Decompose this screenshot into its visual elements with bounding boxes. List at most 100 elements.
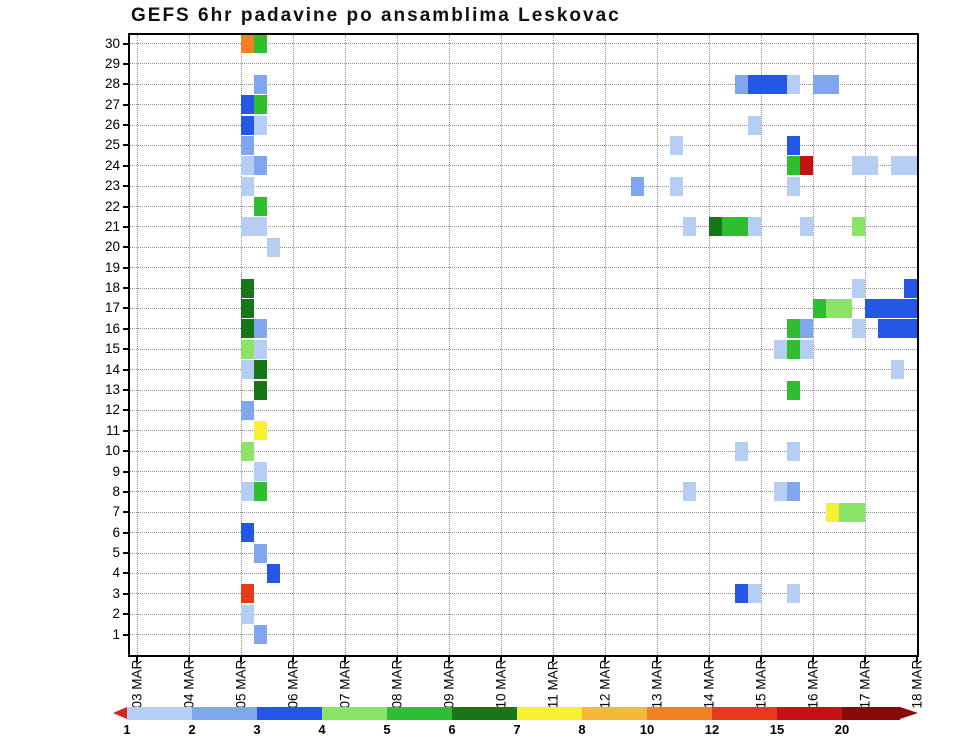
y-axis-label: 20 (104, 239, 120, 255)
gridline-h (130, 593, 917, 595)
precip-cell (774, 339, 787, 359)
scale-arrow-left-icon (113, 707, 127, 719)
y-axis-tick (123, 572, 130, 575)
precip-cell (254, 360, 267, 380)
gridline-v (760, 35, 762, 655)
scale-label: 12 (704, 722, 720, 737)
precip-cell (241, 135, 254, 155)
precip-cell (241, 115, 254, 135)
scale-segment (517, 707, 582, 720)
precip-cell (670, 176, 683, 196)
precip-cell (787, 584, 800, 604)
gridline-h (130, 226, 917, 228)
y-axis-tick (123, 613, 130, 616)
precip-cell (241, 156, 254, 176)
y-axis-label: 14 (104, 361, 120, 377)
x-axis-tick (396, 655, 398, 662)
scale-segment (192, 707, 257, 720)
gridline-v (656, 35, 658, 655)
gridline-h (130, 104, 917, 106)
gridline-h (130, 552, 917, 554)
precip-cell (254, 35, 267, 54)
gridline-v (188, 35, 190, 655)
precip-cell (254, 380, 267, 400)
x-axis-tick (916, 655, 918, 662)
gridline-h (130, 613, 917, 615)
precip-cell (254, 197, 267, 217)
scale-segment (322, 707, 387, 720)
x-axis-tick (604, 655, 606, 662)
x-axis-label: 07 MAR (337, 659, 353, 708)
scale-label: 1 (123, 722, 131, 737)
precip-cell (891, 360, 904, 380)
y-axis-label: 4 (112, 565, 120, 581)
precip-cell (787, 176, 800, 196)
precip-cell (241, 176, 254, 196)
gridline-v (604, 35, 606, 655)
gridline-v (396, 35, 398, 655)
precip-cell (241, 584, 254, 604)
gridline-v (448, 35, 450, 655)
y-axis-tick (123, 83, 130, 86)
x-axis-tick (292, 655, 294, 662)
precip-cell (748, 217, 761, 237)
precip-cell (241, 95, 254, 115)
y-axis-label: 10 (104, 443, 120, 459)
scale-label: 6 (448, 722, 456, 737)
precip-cell (254, 156, 267, 176)
precip-cell (254, 482, 267, 502)
y-axis-tick (123, 327, 130, 330)
precip-cell (787, 135, 800, 155)
precip-cell (267, 563, 280, 583)
x-axis-tick (344, 655, 346, 662)
precip-cell (735, 584, 748, 604)
scale-label: 20 (834, 722, 850, 737)
y-axis-label: 8 (112, 483, 120, 499)
gridline-h (130, 369, 917, 371)
y-axis-label: 15 (104, 341, 120, 357)
gridline-h (130, 267, 917, 269)
y-axis-tick (123, 389, 130, 392)
scale-label: 8 (578, 722, 586, 737)
precip-cell (683, 482, 696, 502)
x-axis-label: 16 MAR (805, 659, 821, 708)
gridline-h (130, 511, 917, 513)
precip-cell (241, 278, 254, 298)
precip-cell (683, 217, 696, 237)
scale-label: 2 (188, 722, 196, 737)
gridline-v (812, 35, 814, 655)
precip-cell (631, 176, 644, 196)
y-axis-label: 6 (112, 524, 120, 540)
precip-cell (241, 35, 254, 54)
x-axis-tick (656, 655, 658, 662)
gridline-h (130, 165, 917, 167)
precip-cell (241, 482, 254, 502)
y-axis-tick (123, 225, 130, 228)
y-axis-tick (123, 409, 130, 412)
gridline-h (130, 124, 917, 126)
scale-label: 5 (383, 722, 391, 737)
y-axis-tick (123, 470, 130, 473)
y-axis-label: 9 (112, 463, 120, 479)
precip-cell (761, 74, 774, 94)
gridline-v (552, 35, 554, 655)
gridline-h (130, 634, 917, 636)
y-axis-label: 25 (104, 137, 120, 153)
gridline-v (864, 35, 866, 655)
y-axis-tick (123, 633, 130, 636)
y-axis-label: 28 (104, 76, 120, 92)
precip-cell (891, 156, 904, 176)
precip-cell (800, 339, 813, 359)
y-axis-tick (123, 368, 130, 371)
x-axis-tick (448, 655, 450, 662)
y-axis-tick (123, 266, 130, 269)
y-axis-tick (123, 287, 130, 290)
precip-cell (878, 319, 891, 339)
y-axis-label: 23 (104, 178, 120, 194)
scale-segment (257, 707, 322, 720)
gridline-v (708, 35, 710, 655)
y-axis-label: 19 (104, 259, 120, 275)
y-axis-label: 26 (104, 117, 120, 133)
x-axis-tick (188, 655, 190, 662)
scale-segment (387, 707, 452, 720)
